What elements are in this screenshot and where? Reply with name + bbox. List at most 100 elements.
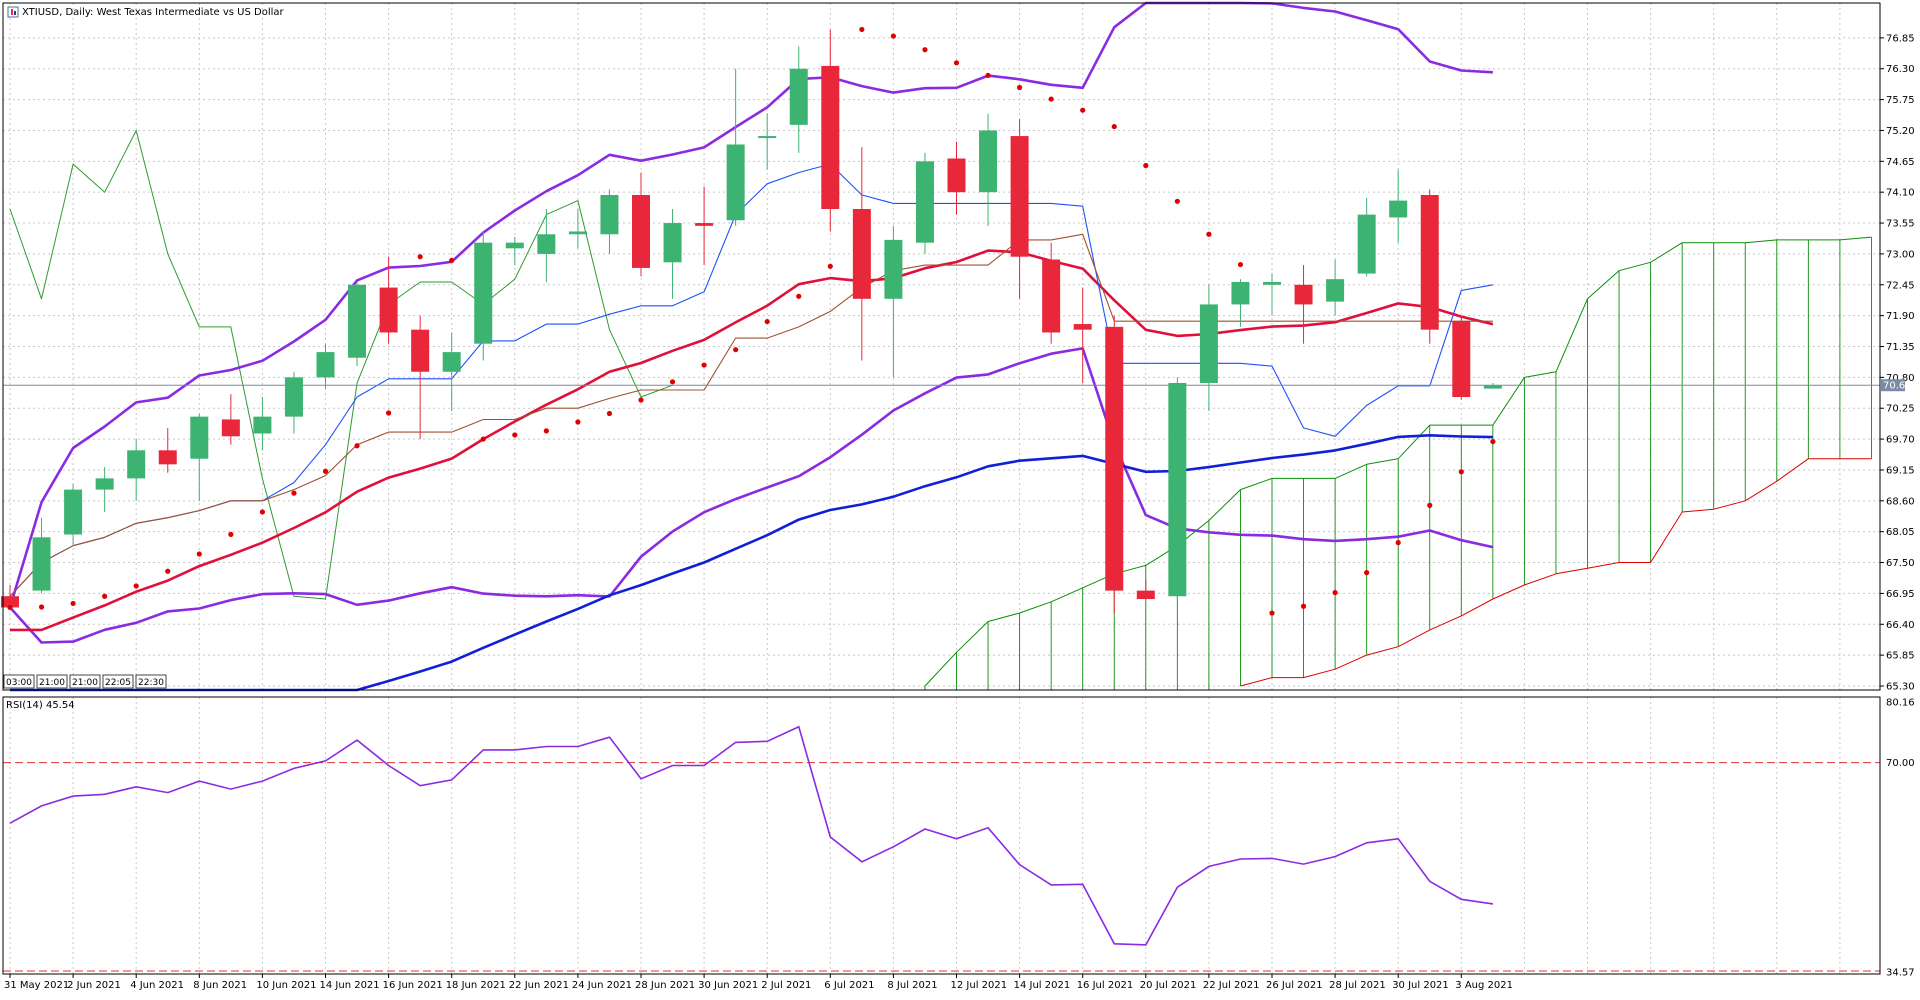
session-label: 21:00 bbox=[39, 678, 65, 688]
sar-dot bbox=[1490, 438, 1496, 445]
candle-bear bbox=[411, 329, 430, 372]
bollinger-lower bbox=[9, 347, 1494, 644]
candle-bull bbox=[284, 377, 303, 417]
x-tick-label: 26 Jul 2021 bbox=[1266, 980, 1323, 991]
sar-dot bbox=[417, 254, 423, 260]
candle-bull bbox=[568, 231, 587, 235]
x-tick-label: 10 Jun 2021 bbox=[256, 980, 316, 991]
candle-bear bbox=[695, 223, 714, 226]
sar-dot bbox=[701, 362, 707, 368]
candle-bull bbox=[1483, 385, 1502, 389]
y-tick-label: 68.05 bbox=[1886, 527, 1915, 538]
candle-bear bbox=[947, 158, 966, 193]
sar-dot bbox=[102, 593, 108, 599]
candle-bull bbox=[884, 239, 903, 299]
candle-bull bbox=[64, 489, 83, 535]
candle-bull bbox=[663, 223, 682, 263]
sar-dot bbox=[133, 583, 139, 589]
sar-dot bbox=[7, 604, 13, 611]
sar-dot bbox=[669, 379, 676, 385]
senkou-span-a bbox=[924, 236, 1872, 687]
parabolic-sar bbox=[7, 26, 1496, 616]
rsi-title: RSI(14) 45.54 bbox=[6, 700, 75, 711]
kijun-sen bbox=[9, 233, 1493, 597]
sar-dot bbox=[953, 60, 960, 66]
x-tick-label: 16 Jun 2021 bbox=[383, 980, 443, 991]
session-box bbox=[3, 674, 35, 689]
y-tick-label: 68.60 bbox=[1886, 496, 1915, 507]
candle-bear bbox=[379, 287, 398, 333]
y-tick-label: 76.85 bbox=[1886, 33, 1915, 44]
sar-dot bbox=[386, 410, 392, 416]
candle-bear bbox=[1420, 194, 1439, 330]
candle-bull bbox=[32, 537, 51, 591]
sar-dot bbox=[543, 428, 549, 434]
sar-dot bbox=[1048, 96, 1054, 102]
candle-bear bbox=[1136, 590, 1155, 600]
sar-dot bbox=[1143, 162, 1149, 169]
x-tick-label: 28 Jun 2021 bbox=[635, 980, 695, 991]
grid-layer bbox=[3, 3, 1880, 974]
candle-bull bbox=[95, 478, 114, 490]
candle-bull bbox=[127, 450, 146, 479]
sar-dot bbox=[1080, 107, 1086, 113]
chikou-span bbox=[9, 130, 673, 600]
sar-dot bbox=[291, 490, 297, 496]
candle-bull bbox=[789, 68, 808, 125]
sar-dot bbox=[1300, 603, 1307, 609]
candles bbox=[1, 29, 1502, 614]
sar-dot bbox=[1237, 261, 1244, 268]
y-tick-label: 65.85 bbox=[1886, 651, 1915, 662]
y-tick-label: 69.70 bbox=[1886, 435, 1915, 446]
sar-dot bbox=[1427, 502, 1433, 508]
x-tick-label: 16 Jul 2021 bbox=[1077, 980, 1134, 991]
session-box bbox=[102, 674, 134, 689]
candle-bull bbox=[316, 352, 335, 378]
sar-dot bbox=[1174, 198, 1180, 204]
x-tick-label: 12 Jul 2021 bbox=[951, 980, 1008, 991]
candle-bear bbox=[1073, 324, 1092, 330]
tenkan-sen bbox=[9, 163, 1493, 597]
candle-bull bbox=[1263, 281, 1281, 285]
y-tick-label: 73.00 bbox=[1886, 249, 1915, 260]
candle-bear bbox=[221, 419, 240, 437]
moving-average-slow bbox=[10, 433, 1493, 692]
candle-bull bbox=[1389, 200, 1408, 218]
candle-bear bbox=[1010, 136, 1029, 257]
candle-bear bbox=[1105, 326, 1124, 591]
session-label: 22:30 bbox=[138, 678, 164, 688]
rsi-tick-label: 34.57 bbox=[1886, 968, 1915, 979]
candle-bull bbox=[1168, 382, 1187, 597]
sar-dot bbox=[575, 419, 581, 425]
indicator-lines bbox=[3, 1, 1880, 692]
sar-dot bbox=[985, 72, 991, 79]
sar-dot bbox=[165, 568, 171, 574]
moving-average-fast bbox=[10, 249, 1494, 632]
sar-dot bbox=[890, 33, 897, 39]
sar-dot bbox=[796, 293, 802, 299]
candle-bear bbox=[821, 65, 840, 210]
candle-bear bbox=[1452, 321, 1471, 398]
sar-dot bbox=[638, 397, 644, 403]
y-tick-label: 65.30 bbox=[1886, 682, 1915, 693]
chart-icon-bar bbox=[14, 11, 16, 15]
sar-dot bbox=[1395, 540, 1401, 546]
chart-title: XTIUSD, Daily: West Texas Intermediate v… bbox=[22, 7, 285, 18]
x-tick-label: 2 Jul 2021 bbox=[761, 980, 811, 991]
candle-bear bbox=[632, 194, 650, 268]
x-tick-label: 22 Jun 2021 bbox=[509, 980, 569, 991]
main-panel-frame bbox=[2, 2, 1881, 691]
sar-dot bbox=[322, 468, 329, 474]
sar-dot bbox=[606, 410, 613, 417]
session-label: 03:00 bbox=[6, 678, 32, 688]
rsi-tick-label: 80.16 bbox=[1886, 698, 1915, 709]
x-tick-label: 6 Jul 2021 bbox=[824, 980, 874, 991]
candle-bull bbox=[915, 161, 934, 243]
candle-bull bbox=[600, 194, 619, 235]
x-tick-label: 28 Jul 2021 bbox=[1329, 980, 1386, 991]
candle-bull bbox=[979, 130, 998, 193]
session-label: 22:05 bbox=[105, 678, 131, 688]
x-tick-label: 14 Jul 2021 bbox=[1014, 980, 1071, 991]
